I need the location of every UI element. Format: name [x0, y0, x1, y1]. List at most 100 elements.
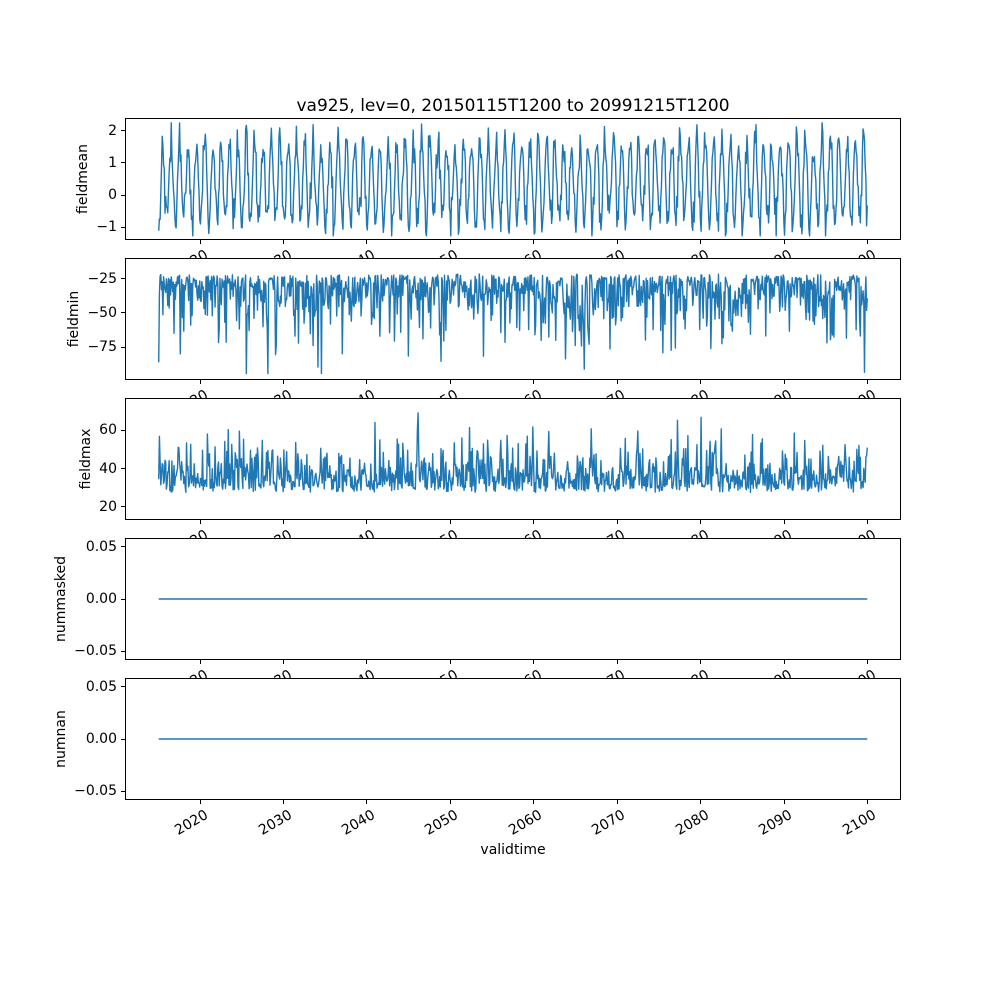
x-tick-label: 2070	[589, 807, 629, 839]
y-tick-label: −50	[87, 304, 117, 321]
y-tick-label: −1	[96, 219, 117, 236]
x-tickmark	[533, 800, 535, 804]
x-axis-label: validtime	[480, 842, 546, 858]
y-tickmark	[121, 130, 125, 132]
x-tickmark	[616, 660, 618, 664]
x-tick-label: 2090	[756, 807, 796, 839]
x-tickmark	[700, 380, 702, 384]
x-tickmark	[366, 380, 368, 384]
y-tickmark	[121, 346, 125, 348]
y-axis-label-numnan: numnan	[53, 710, 70, 768]
x-tickmark	[533, 660, 535, 664]
x-tickmark	[616, 520, 618, 524]
y-tick-label: −75	[87, 339, 117, 356]
x-tick-label: 2080	[672, 807, 712, 839]
x-tickmark	[867, 240, 869, 244]
x-tick-label: 2040	[339, 807, 378, 839]
x-tick-label: 2020	[172, 807, 212, 839]
y-tickmark	[121, 226, 125, 228]
y-tick-label: −0.05	[74, 783, 117, 800]
x-tickmark	[867, 660, 869, 664]
x-tickmark	[616, 800, 618, 804]
y-tickmark	[121, 194, 125, 196]
y-tickmark	[121, 686, 125, 688]
x-tickmark	[283, 660, 285, 664]
axes-fieldmin	[125, 258, 901, 380]
x-tickmark	[700, 660, 702, 664]
x-tickmark	[366, 800, 368, 804]
y-tick-label: −25	[87, 270, 117, 287]
x-tickmark	[783, 240, 785, 244]
y-tick-label: 0.00	[85, 591, 117, 607]
x-tickmark	[449, 520, 451, 524]
x-tickmark	[533, 520, 535, 524]
x-tickmark	[700, 520, 702, 524]
axes-fieldmax	[125, 398, 901, 520]
x-tick-label: 2050	[422, 807, 462, 839]
x-tickmark	[199, 380, 201, 384]
y-axis-label-fieldmean: fieldmean	[75, 144, 92, 214]
y-tick-label: 2	[108, 122, 117, 139]
x-tickmark	[533, 380, 535, 384]
y-tick-label: 40	[99, 460, 117, 477]
y-tick-label: −0.05	[74, 643, 117, 660]
y-tick-label: 1	[108, 154, 117, 171]
y-tickmark	[121, 429, 125, 431]
series-line-fieldmean	[126, 119, 900, 239]
x-tickmark	[783, 660, 785, 664]
x-tickmark	[366, 240, 368, 244]
x-tickmark	[867, 520, 869, 524]
x-tickmark	[366, 520, 368, 524]
x-tickmark	[283, 240, 285, 244]
axes-numnan	[125, 678, 901, 800]
axes-fieldmean	[125, 118, 901, 240]
x-tickmark	[867, 380, 869, 384]
x-tickmark	[616, 380, 618, 384]
x-tickmark	[616, 240, 618, 244]
x-tickmark	[700, 800, 702, 804]
y-tick-label: 0.00	[85, 731, 117, 747]
x-tickmark	[533, 240, 535, 244]
y-axis-label-fieldmax: fieldmax	[78, 428, 95, 490]
x-tickmark	[283, 800, 285, 804]
y-tickmark	[121, 312, 125, 314]
x-tick-label: 2030	[255, 807, 295, 839]
x-tickmark	[366, 660, 368, 664]
y-tick-label: 0.05	[85, 538, 117, 555]
x-tickmark	[449, 800, 451, 804]
y-tickmark	[121, 468, 125, 470]
y-tick-label: 0.05	[85, 678, 117, 695]
axes-nummasked	[125, 538, 901, 660]
x-tickmark	[199, 240, 201, 244]
x-tick-label: 2060	[505, 807, 545, 839]
series-line-fieldmax	[126, 399, 900, 519]
y-tick-label: 60	[99, 422, 117, 439]
y-tick-label: 20	[99, 498, 117, 515]
x-tickmark	[199, 660, 201, 664]
x-tickmark	[783, 800, 785, 804]
series-line-numnan	[126, 679, 900, 799]
y-tickmark	[121, 546, 125, 548]
x-tickmark	[449, 660, 451, 664]
y-tickmark	[121, 738, 125, 740]
x-tickmark	[449, 380, 451, 384]
x-tick-label: 2100	[839, 807, 879, 839]
y-tickmark	[121, 790, 125, 792]
series-line-fieldmin	[126, 259, 900, 379]
y-axis-label-fieldmin: fieldmin	[66, 290, 83, 348]
x-tickmark	[449, 240, 451, 244]
x-tickmark	[783, 520, 785, 524]
x-tickmark	[700, 240, 702, 244]
y-axis-label-nummasked: nummasked	[53, 555, 70, 643]
y-tick-label: 0	[108, 187, 117, 204]
y-tickmark	[121, 650, 125, 652]
x-tickmark	[199, 800, 201, 804]
x-tickmark	[283, 520, 285, 524]
y-tickmark	[121, 162, 125, 164]
x-tickmark	[199, 520, 201, 524]
series-line-nummasked	[126, 539, 900, 659]
x-tickmark	[783, 380, 785, 384]
y-tickmark	[121, 506, 125, 508]
y-tickmark	[121, 278, 125, 280]
